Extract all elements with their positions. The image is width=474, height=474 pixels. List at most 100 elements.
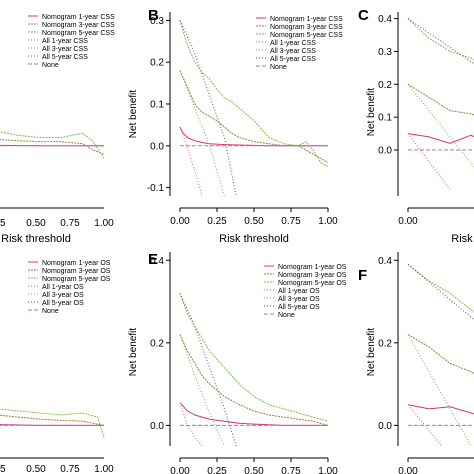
panel-b-xtick-label-2: 0.50: [244, 216, 264, 227]
panel-c-series-all-5-year-css: [407, 18, 474, 65]
panel-c-xticks: 0.00: [398, 208, 418, 227]
legend-e-label-2: Nomogram 5-year OS: [278, 280, 347, 287]
panel-e-plot: [179, 293, 329, 447]
panel-f-letter: F: [358, 267, 367, 284]
panel-c-ylabel: Net benefit: [366, 88, 377, 137]
panel-a-xtick-1: 0.75: [60, 218, 80, 229]
panel-e-ytick-label-2: 0.4: [150, 256, 164, 267]
panel-b-series-nomogram-5-year-css: [179, 20, 329, 168]
panel-a-xtick-0: 0.50: [26, 218, 46, 229]
legend-os-label-1: Nomogram 3-year OS: [42, 268, 111, 275]
panel-e-xtick-label-1: 0.25: [207, 466, 227, 474]
panel-b-letter: B: [148, 7, 159, 24]
legend-b-label-1: Nomogram 3-year CSS: [270, 24, 343, 31]
legend-e-label-5: All 5-year OS: [278, 304, 320, 311]
legend-e-label-6: None: [278, 312, 295, 319]
legend-css-label-1: Nomogram 3-year CSS: [42, 22, 115, 29]
panel-e-series-all-5-year-os: [179, 293, 237, 447]
panel-e-xtick-label-3: 0.75: [281, 466, 301, 474]
panel-a: 5 0.50 0.75 1.00 Risk threshold Nomogram…: [0, 14, 115, 245]
panel-b-ytick-label-3: 0.2: [150, 58, 164, 69]
legend-b-label-5: All 5-year CSS: [270, 56, 316, 63]
panel-b-plot: [179, 20, 329, 197]
panel-e-yticks: 0.0 0.2 0.4: [150, 256, 170, 432]
panel-b-series-all-3-year-css: [179, 70, 225, 197]
panel-d-xtick-0: 0.50: [26, 464, 46, 474]
legend-os-label-0: Nomogram 1-year OS: [42, 260, 111, 267]
panel-f-plot: [407, 264, 474, 447]
panel-b-series-all-5-year-css: [179, 20, 237, 197]
panel-c-series-nomogram-5-year-css: [407, 18, 474, 61]
panel-c-ytick-label-1: 0.1: [378, 113, 392, 124]
panel-d-series-nomogram-3-year-os: [0, 414, 105, 426]
panel-b-xticks: 0.00 0.25 0.50 0.75 1.00: [170, 208, 338, 227]
panel-c-yticks: 0.0 0.1 0.2 0.3 0.4: [378, 14, 398, 157]
panel-a-series-nomogram-3-year-css: [0, 139, 105, 155]
panel-b-ylabel: Net benefit: [128, 90, 139, 139]
panel-f-series-nomogram-1-year-os: [407, 404, 474, 415]
legend-e-label-3: All 1-year OS: [278, 288, 320, 295]
panel-f-series-nomogram-3-year-os: [407, 334, 474, 375]
panel-e-xticks: 0.00 0.25 0.50 0.75 1.00: [170, 458, 338, 474]
panel-c-ytick-label-3: 0.3: [378, 47, 392, 58]
panel-e-xtick-label-2: 0.50: [244, 466, 264, 474]
panel-c-series-all-3-year-css: [407, 83, 474, 168]
panel-e-series-nomogram-5-year-os: [179, 293, 329, 422]
panel-c-ytick-label-2: 0.2: [378, 80, 392, 91]
panel-d-legend: Nomogram 1-year OS Nomogram 3-year OS No…: [28, 260, 111, 315]
panel-e-series-all-3-year-os: [179, 334, 225, 447]
legend-css-label-3: All 1-year CSS: [42, 38, 88, 45]
panel-b-xtick-label-3: 0.75: [281, 216, 301, 227]
panel-a-xlabel: Risk threshold: [1, 233, 71, 245]
legend-b-label-3: All 1-year CSS: [270, 40, 316, 47]
panel-e-letter: E: [148, 251, 158, 268]
panel-a-series-nomogram-5-year-css: [0, 131, 105, 159]
panel-b-series-nomogram-1-year-css: [179, 126, 328, 147]
panel-e-series-nomogram-1-year-os: [179, 402, 328, 426]
panel-f-xticks: 0.00: [398, 458, 418, 474]
panel-e-series-all-1-year-os: [179, 402, 203, 447]
panel-b-xlabel: Risk threshold: [219, 233, 289, 245]
legend-os-label-3: All 1-year OS: [42, 284, 84, 291]
panel-c-plot: [407, 18, 474, 190]
panel-a-xtick-2: 1.00: [94, 218, 114, 229]
panel-c-ytick-label-4: 0.4: [378, 14, 392, 25]
legend-os-label-6: None: [42, 308, 59, 315]
panel-c-series-nomogram-3-year-css: [407, 83, 474, 116]
panel-f-series-all-3-year-os: [407, 334, 472, 447]
legend-os-label-2: Nomogram 5-year OS: [42, 276, 111, 283]
panel-e-xtick-label-4: 1.00: [318, 466, 338, 474]
panel-e-ytick-label-1: 0.2: [150, 338, 164, 349]
legend-b-label-0: Nomogram 1-year CSS: [270, 16, 343, 23]
panel-b-ytick-label-4: 0.3: [150, 16, 164, 27]
panel-a-xtick-partial: 5: [0, 218, 6, 229]
panel-d: 5 0.50 0.75 1.00 Nomogram 1-year OS Nomo…: [0, 260, 114, 474]
legend-e-label-1: Nomogram 3-year OS: [278, 272, 347, 279]
panel-a-legend: Nomogram 1-year CSS Nomogram 3-year CSS …: [28, 14, 115, 69]
legend-css-label-0: Nomogram 1-year CSS: [42, 14, 115, 21]
panel-f-ytick-label-0: 0.0: [378, 421, 392, 432]
panel-c: C Net benefit 0.0 0.1 0.2 0.3 0.4 0.00 Risk: [358, 7, 474, 245]
panel-b-yticks: -0.1 0.0 0.1 0.2 0.3: [147, 16, 170, 194]
legend-b-label-4: All 3-year CSS: [270, 48, 316, 55]
panel-d-xtick-1: 0.75: [60, 464, 80, 474]
legend-css-label-5: All 5-year CSS: [42, 54, 88, 61]
legend-b-label-2: Nomogram 5-year CSS: [270, 32, 343, 39]
panel-e-ylabel: Net benefit: [128, 328, 139, 377]
panel-d-xtick-partial: 5: [0, 464, 6, 474]
panel-b-ytick-label-2: 0.1: [150, 100, 164, 111]
legend-b-label-6: None: [270, 64, 287, 71]
legend-e-label-4: All 3-year OS: [278, 296, 320, 303]
legend-css-label-6: None: [42, 62, 59, 69]
panel-c-xlabel: Risk: [451, 233, 473, 245]
panel-c-xtick-label-0: 0.00: [398, 216, 418, 227]
panel-f-xtick-label-0: 0.00: [398, 466, 418, 474]
panel-d-series-nomogram-5-year-os: [0, 408, 105, 438]
panel-f-series-all-1-year-os: [407, 404, 442, 447]
panel-c-series-nomogram-1-year-css: [407, 133, 474, 144]
panel-e: E Net benefit 0.0 0.2 0.4 0.00 0.25 0.50 0.75…: [128, 251, 347, 474]
panel-b-series-nomogram-3-year-css: [179, 70, 329, 163]
panel-f-yticks: 0.0 0.2 0.4: [378, 256, 398, 432]
